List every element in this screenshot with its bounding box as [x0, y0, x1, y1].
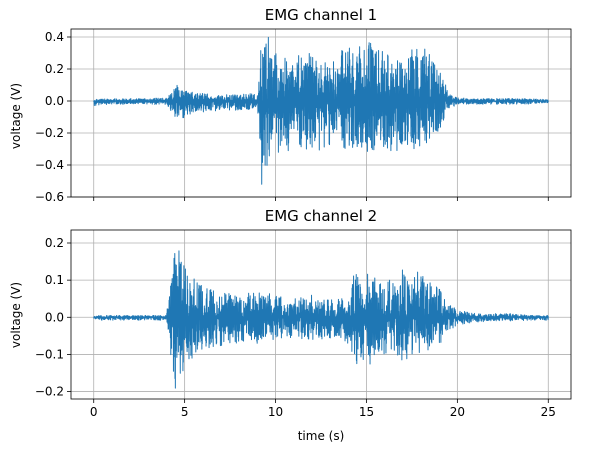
y-tick-label: 0.4	[45, 30, 64, 44]
axes-frame	[70, 28, 572, 198]
emg-channel-2-panel: EMG channel 2 voltage (V) −0.2 −0.1 0.0 0.1…	[9, 207, 572, 443]
y-tick-label: 0.1	[45, 273, 64, 287]
x-tick-label: 15	[359, 405, 374, 419]
grid	[71, 230, 571, 399]
signal-series-line	[93, 36, 549, 185]
signal-series-line	[93, 250, 549, 389]
y-tick-label: 0.0	[45, 94, 64, 108]
y-tick-label: −0.6	[35, 190, 64, 204]
plot-area	[93, 36, 549, 185]
y-tick-label: −0.2	[35, 385, 64, 399]
y-axis-label: voltage (V)	[9, 282, 23, 348]
emg-channel-1-panel: EMG channel 1 voltage (V) −0.6 −0.4 −0.2 0.…	[9, 6, 572, 204]
plot-area	[93, 250, 549, 389]
y-tick-label: 0.2	[45, 62, 64, 76]
y-tick-labels: −0.2 −0.1 0.0 0.1 0.2	[35, 236, 64, 399]
tick-marks	[67, 242, 549, 403]
x-axis-label: time (s)	[298, 429, 345, 443]
x-tick-label: 10	[268, 405, 283, 419]
y-tick-label: −0.1	[35, 347, 64, 361]
y-tick-labels: −0.6 −0.4 −0.2 0.0 0.2 0.4	[35, 30, 64, 204]
x-tick-label: 20	[450, 405, 465, 419]
chart-title: EMG channel 1	[265, 6, 377, 24]
y-tick-label: 0.0	[45, 310, 64, 324]
x-tick-labels: 0 5 10 15 20 25	[90, 405, 556, 419]
x-tick-label: 5	[181, 405, 189, 419]
y-axis-label: voltage (V)	[9, 83, 23, 149]
x-tick-label: 0	[90, 405, 98, 419]
chart-title: EMG channel 2	[265, 207, 377, 225]
axes-frame	[70, 229, 572, 400]
y-tick-label: −0.2	[35, 126, 64, 140]
y-tick-label: 0.2	[45, 236, 64, 250]
tick-marks	[67, 36, 549, 201]
y-tick-label: −0.4	[35, 158, 64, 172]
x-tick-label: 25	[541, 405, 556, 419]
